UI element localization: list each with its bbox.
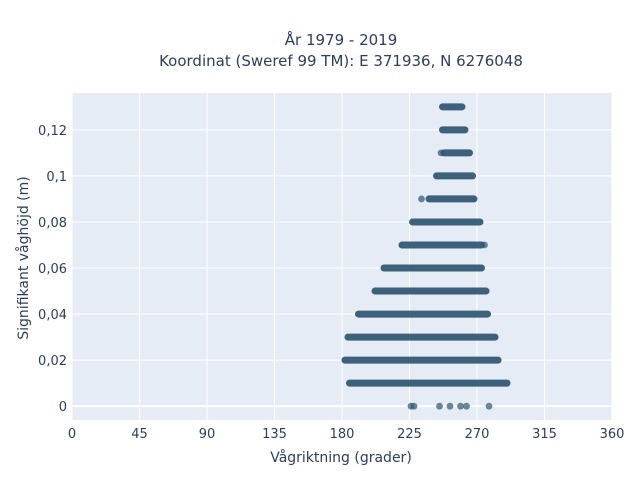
data-point xyxy=(481,241,488,249)
x-tick-label: 0 xyxy=(68,427,76,442)
x-axis-title: Vågriktning (grader) xyxy=(270,449,412,466)
data-point xyxy=(485,402,493,410)
data-point xyxy=(446,402,454,410)
y-axis-ticks: 0 0,02 0,04 0,06 0,08 0,1 0,12 xyxy=(38,124,67,415)
data-bands xyxy=(341,103,511,387)
x-axis-ticks: 0 45 90 135 180 225 270 315 360 xyxy=(68,427,625,442)
x-tick-label: 315 xyxy=(532,427,557,442)
x-tick-label: 45 xyxy=(131,427,148,442)
data-points xyxy=(407,149,493,410)
y-tick-label: 0,02 xyxy=(38,354,67,369)
y-tick-label: 0,04 xyxy=(38,308,67,323)
data-point xyxy=(436,402,443,410)
y-tick-label: 0,12 xyxy=(38,124,67,139)
y-tick-label: 0,08 xyxy=(38,216,67,231)
x-tick-label: 135 xyxy=(262,427,287,442)
x-tick-label: 90 xyxy=(199,427,216,442)
x-tick-label: 270 xyxy=(465,427,490,442)
x-tick-label: 180 xyxy=(330,427,355,442)
y-tick-label: 0,06 xyxy=(38,262,67,277)
y-axis-title: Signifikant våghöjd (m) xyxy=(15,176,32,339)
data-point xyxy=(418,195,425,203)
chart-title-line2: Koordinat (Sweref 99 TM): E 371936, N 62… xyxy=(159,52,523,70)
y-tick-label: 0,1 xyxy=(46,170,67,185)
x-tick-label: 360 xyxy=(600,427,625,442)
data-point xyxy=(437,149,445,157)
x-tick-label: 225 xyxy=(397,427,422,442)
y-tick-label: 0 xyxy=(59,400,67,415)
data-point xyxy=(457,402,464,410)
data-point xyxy=(463,402,470,410)
chart-title-line1: År 1979 - 2019 xyxy=(285,30,398,49)
data-point xyxy=(410,402,418,410)
